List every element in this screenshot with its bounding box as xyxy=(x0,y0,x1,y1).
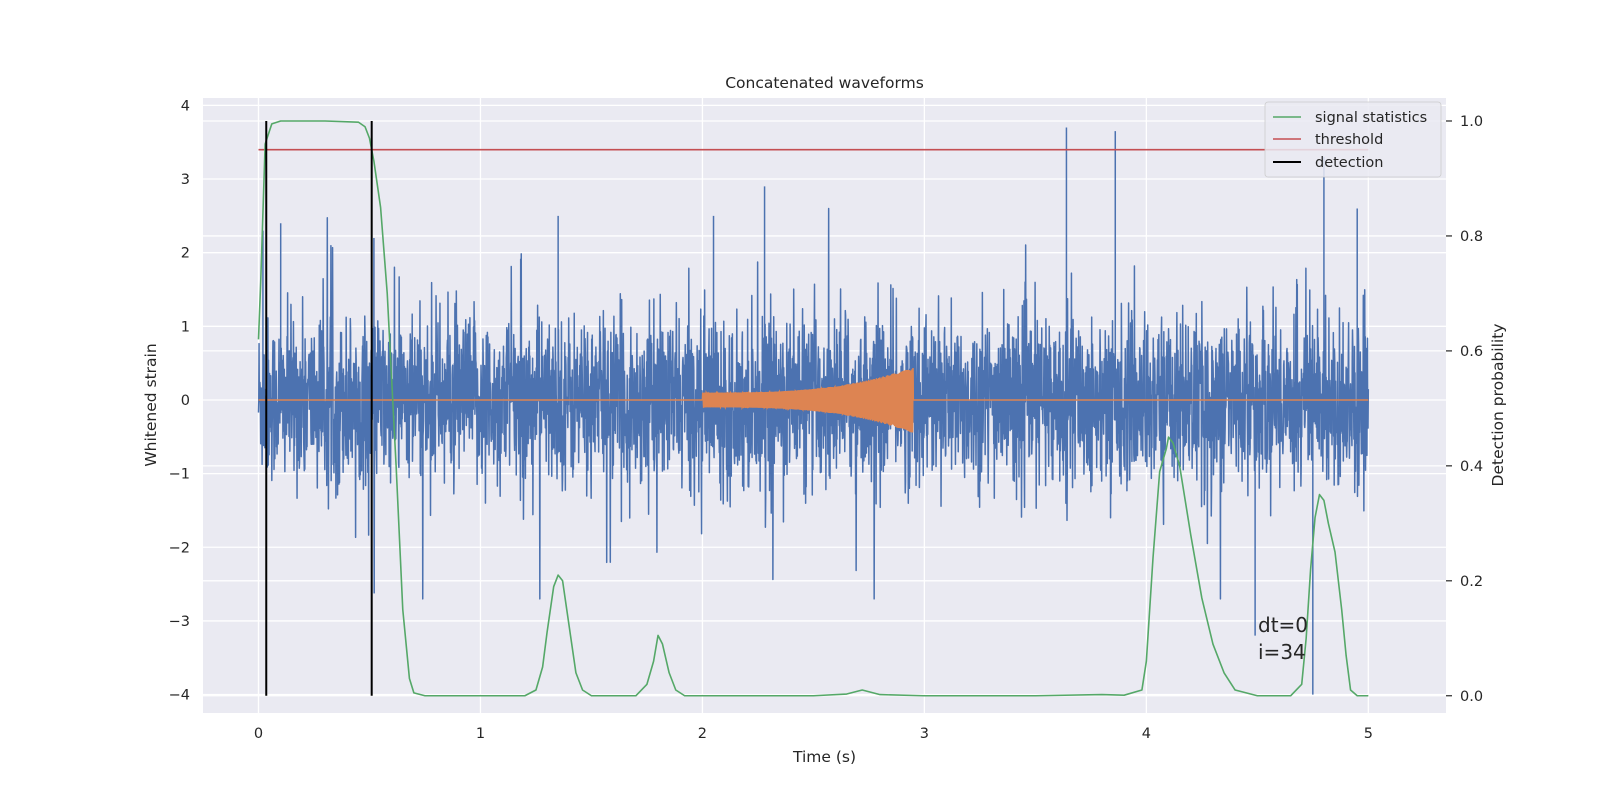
annotation-dt: dt=0 xyxy=(1258,613,1308,637)
y2-tick-label: 0.0 xyxy=(1460,689,1483,705)
chart-title: Concatenated waveforms xyxy=(725,74,924,92)
legend-label-signal-statistics: signal statistics xyxy=(1315,110,1427,126)
signal-statistics-line xyxy=(257,120,1369,697)
y-tick-label: −3 xyxy=(169,614,190,630)
annotation-i: i=34 xyxy=(1258,640,1306,664)
y2-tick-label: 0.6 xyxy=(1460,344,1483,360)
injected-signal-line xyxy=(258,367,1369,433)
x-tick-label: 3 xyxy=(920,726,929,742)
legend-label-threshold: threshold xyxy=(1315,132,1383,148)
y2-tick-label: 0.8 xyxy=(1460,229,1483,245)
y2-tick-label: 0.2 xyxy=(1460,574,1483,590)
y-tick-label: 0 xyxy=(181,393,190,409)
x-tick-label: 0 xyxy=(254,726,263,742)
y2-axis-label: Detection probability xyxy=(1489,324,1507,487)
y-tick-label: −2 xyxy=(169,540,190,556)
legend-box xyxy=(1264,101,1442,178)
y-axis-label: Whitened strain xyxy=(142,343,160,466)
x-axis-label: Time (s) xyxy=(792,748,856,766)
y2-tick-label: 1.0 xyxy=(1460,114,1483,130)
y2-tick-label: 0.4 xyxy=(1460,459,1483,475)
x-tick-label: 2 xyxy=(698,726,707,742)
axis-ticks: 0 1 2 3 4 5 −4 −3 −2 −1 0 1 2 3 4 0.0 0.2 0.4 0.6 0.8 1.0 xyxy=(169,98,1483,742)
y-tick-label: 2 xyxy=(181,246,190,262)
y-tick-label: −1 xyxy=(169,467,190,483)
legend: signal statistics threshold detection xyxy=(1264,101,1442,178)
y-tick-label: −4 xyxy=(169,688,190,704)
x-tick-label: 1 xyxy=(476,726,485,742)
x-tick-label: 5 xyxy=(1364,726,1373,742)
y-tick-label: 3 xyxy=(181,172,190,188)
y-tick-label: 4 xyxy=(181,98,190,114)
legend-label-detection: detection xyxy=(1315,155,1383,171)
x-tick-label: 4 xyxy=(1142,726,1151,742)
chart-marks xyxy=(257,120,1370,697)
y-tick-label: 1 xyxy=(181,319,190,335)
